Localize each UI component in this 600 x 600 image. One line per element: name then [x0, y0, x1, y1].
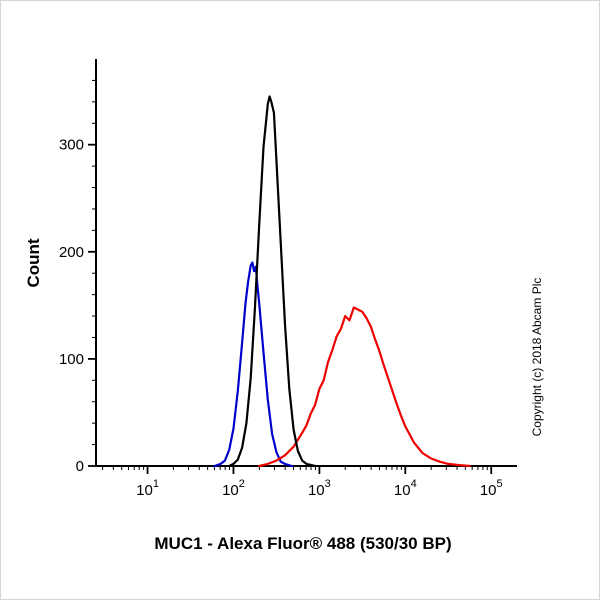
x-minor-ticks: [102, 466, 488, 470]
y-ticks: 0 100 200 300: [59, 79, 96, 475]
copyright-text: Copyright (c) 2018 Abcam Plc: [530, 277, 544, 437]
x-tick-label: 102: [222, 478, 245, 499]
series-black-curve: [228, 95, 317, 468]
y-axis-label: Count: [24, 238, 43, 288]
y-tick-label: 200: [59, 244, 84, 261]
x-axis-label: MUC1 - Alexa Fluor® 488 (530/30 BP): [154, 534, 452, 553]
y-tick-label: 0: [76, 458, 84, 475]
axes: [95, 59, 517, 467]
x-tick-label: 105: [480, 478, 503, 499]
x-tick-label: 101: [136, 478, 159, 499]
series-blue-curve: [213, 261, 293, 468]
y-tick-label: 300: [59, 137, 84, 154]
y-tick-label: 100: [59, 351, 84, 368]
x-tick-label: 104: [394, 478, 417, 499]
series-red-curve: [258, 306, 471, 468]
x-ticks: 101 102 103 104 105: [136, 466, 503, 499]
x-tick-label: 103: [308, 478, 331, 499]
